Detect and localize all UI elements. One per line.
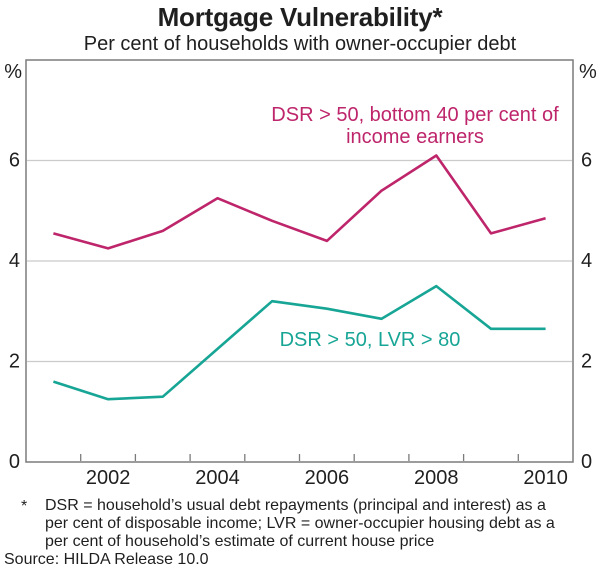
source-text: Source: HILDA Release 10.0 (4, 551, 209, 568)
footnote-line-3: per cent of household’s estimate of curr… (45, 533, 435, 550)
footnote-text: DSR = household’s usual debt repayments … (45, 497, 585, 551)
y-tick-label-right-2: 2 (581, 351, 592, 373)
y-tick-label-right-4: 4 (581, 250, 592, 272)
x-tick-label-2004: 2004 (195, 467, 240, 489)
series1-label-line2: income earners (346, 126, 484, 148)
series2-label: DSR > 50, LVR > 80 (250, 329, 490, 351)
y-tick-label-left-2: 2 (9, 351, 20, 373)
series-line-1 (53, 154, 546, 250)
series2-label-line1: DSR > 50, LVR > 80 (279, 329, 461, 351)
chart-subtitle: Per cent of households with owner-occupi… (83, 33, 517, 55)
series1-label: DSR > 50, bottom 40 per cent of income e… (254, 104, 576, 148)
y-tick-label-left-4: 4 (9, 250, 20, 272)
plot-frame (25, 59, 574, 463)
y-tick-label-right-0: 0 (581, 451, 592, 473)
footnote-line-1: DSR = household’s usual debt repayments … (45, 497, 546, 514)
series-line-2 (53, 284, 546, 401)
x-tick-label-2008: 2008 (414, 467, 459, 489)
y-tick-label-left-6: 6 (9, 150, 20, 172)
y-tick-label-left-0: 0 (9, 451, 20, 473)
x-tick-label-2006: 2006 (305, 467, 350, 489)
y-axis-unit-right: % (579, 61, 597, 83)
y-axis-unit-left: % (4, 61, 22, 83)
footnote-marker: * (21, 498, 28, 515)
x-tick-label-2002: 2002 (86, 467, 131, 489)
chart-title: Mortgage Vulnerability* (157, 2, 443, 32)
footnote-line-2: per cent of disposable income; LVR = own… (45, 515, 555, 532)
y-tick-label-right-6: 6 (581, 150, 592, 172)
x-tick-label-2010: 2010 (523, 467, 568, 489)
series1-label-line1: DSR > 50, bottom 40 per cent of (271, 104, 559, 126)
